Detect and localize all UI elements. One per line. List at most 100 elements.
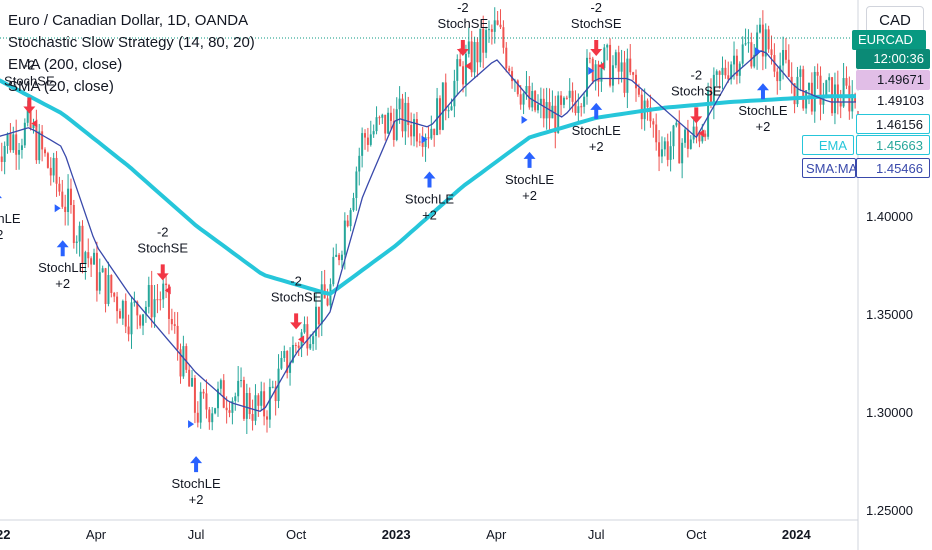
time-axis[interactable]: 2022 Apr Jul Oct 2023 Apr Jul Oct 2024 bbox=[0, 527, 812, 542]
candle-body bbox=[635, 74, 638, 89]
candle-body bbox=[332, 256, 335, 285]
candle-body bbox=[116, 296, 119, 312]
candle-body bbox=[695, 126, 698, 135]
short-marker-icon bbox=[298, 335, 305, 344]
candle-body bbox=[268, 386, 271, 420]
candle-body bbox=[170, 318, 173, 325]
candle-body bbox=[72, 204, 75, 244]
candle-body bbox=[20, 145, 23, 150]
legend-strategy[interactable]: Stochastic Slow Strategy (14, 80, 20) bbox=[8, 34, 255, 51]
candle-body bbox=[199, 391, 202, 423]
candle-body bbox=[511, 71, 514, 82]
short-arrow-icon bbox=[156, 264, 169, 281]
candle-body bbox=[681, 142, 684, 164]
candle-body bbox=[637, 88, 640, 95]
candle-body bbox=[248, 393, 251, 415]
candle-body bbox=[159, 299, 162, 301]
signal-qty: +2 bbox=[589, 139, 604, 154]
candle-body bbox=[753, 54, 756, 67]
candle-body bbox=[611, 65, 614, 86]
legend-ema[interactable]: EMA (200, close) bbox=[8, 56, 123, 73]
candle-body bbox=[721, 67, 724, 75]
long-marker-icon bbox=[421, 135, 428, 144]
candle-body bbox=[55, 157, 58, 184]
candle-body bbox=[499, 24, 502, 28]
candle-body bbox=[522, 93, 525, 105]
long-arrow-icon bbox=[190, 456, 203, 473]
candle-body bbox=[761, 24, 764, 57]
candle-body bbox=[597, 64, 600, 82]
candle-body bbox=[41, 131, 44, 150]
legend-sma[interactable]: SMA (20, close) bbox=[8, 78, 114, 95]
candle-body bbox=[825, 80, 828, 98]
candle-body bbox=[38, 131, 41, 161]
candle-body bbox=[381, 114, 384, 118]
candle-body bbox=[297, 345, 300, 348]
candle-body bbox=[669, 146, 672, 160]
candle-body bbox=[436, 98, 439, 136]
candle-body bbox=[525, 85, 528, 94]
candle-body bbox=[822, 97, 825, 105]
candle-body bbox=[208, 409, 211, 423]
candle-body bbox=[464, 53, 467, 85]
candle-body bbox=[219, 380, 222, 389]
candle-body bbox=[733, 55, 736, 65]
candle-body bbox=[254, 395, 257, 421]
price-tick-label: 1.40000 bbox=[866, 209, 913, 224]
candle-body bbox=[574, 101, 577, 113]
candle-body bbox=[98, 272, 101, 291]
time-tick-label: 2022 bbox=[0, 527, 10, 542]
candle-body bbox=[459, 59, 462, 67]
time-tick-label: Apr bbox=[86, 527, 107, 542]
sma-layer bbox=[0, 50, 858, 412]
candle-body bbox=[698, 134, 701, 142]
candle-body bbox=[23, 122, 26, 146]
candle-body bbox=[242, 380, 245, 419]
candle-body bbox=[735, 55, 738, 76]
signal-qty: +2 bbox=[756, 119, 771, 134]
legend-title[interactable]: Euro / Canadian Dollar, 1D, OANDA bbox=[8, 12, 249, 29]
candle-body bbox=[658, 142, 661, 157]
candle-body bbox=[12, 134, 15, 151]
candle-body bbox=[401, 98, 404, 132]
candle-body bbox=[453, 80, 456, 107]
candle-body bbox=[46, 153, 49, 168]
signal-label: StochLE bbox=[405, 192, 454, 207]
candle-body bbox=[421, 142, 424, 147]
candle-body bbox=[600, 68, 603, 82]
long-arrow-icon bbox=[756, 83, 769, 100]
candle-body bbox=[603, 47, 606, 69]
price-tick-label: 1.25000 bbox=[866, 503, 913, 518]
candle-body bbox=[427, 137, 430, 139]
candle-body bbox=[583, 96, 586, 107]
short-marker-icon bbox=[698, 129, 705, 138]
candle-body bbox=[211, 413, 214, 423]
candle-body bbox=[75, 241, 78, 244]
signal-qty: -2 bbox=[157, 224, 169, 239]
candle-body bbox=[118, 311, 121, 319]
candle-body bbox=[358, 155, 361, 172]
candle-body bbox=[744, 43, 747, 45]
candle-body bbox=[502, 27, 505, 48]
symbol-tag: EURCAD bbox=[852, 30, 926, 50]
candle-body bbox=[776, 71, 779, 82]
high-price-tag: 1.49671 bbox=[856, 70, 930, 90]
candle-body bbox=[686, 129, 689, 149]
signal-qty: +2 bbox=[522, 188, 537, 203]
candle-body bbox=[69, 188, 72, 205]
candle-body bbox=[364, 133, 367, 138]
candle-body bbox=[779, 65, 782, 82]
signal-label: StochLE bbox=[738, 103, 787, 118]
candle-body bbox=[560, 95, 563, 105]
candle-body bbox=[61, 191, 64, 207]
candle-body bbox=[196, 412, 199, 423]
candle-body bbox=[87, 252, 90, 259]
candle-body bbox=[58, 183, 61, 192]
price-axis[interactable]: 1.40000 1.35000 1.30000 1.25000 bbox=[866, 209, 913, 518]
candle-body bbox=[340, 254, 343, 261]
candle-body bbox=[640, 94, 643, 120]
candle-body bbox=[684, 129, 687, 143]
candle-body bbox=[384, 114, 387, 134]
candle-body bbox=[173, 324, 176, 326]
